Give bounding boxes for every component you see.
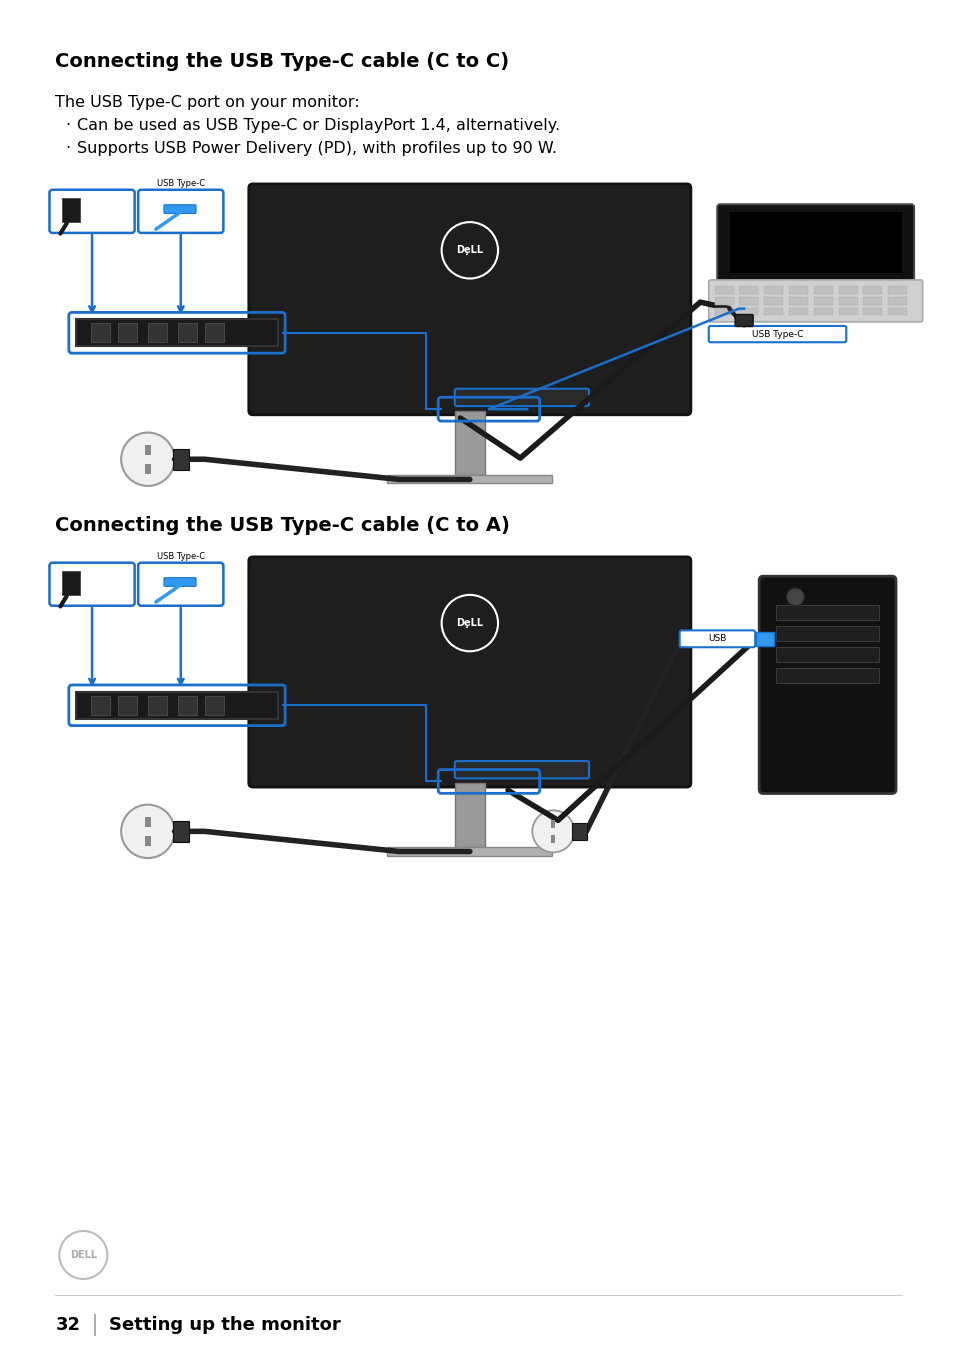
Bar	[813, 297, 832, 305]
Bar	[91, 696, 110, 715]
Bar	[714, 287, 733, 294]
Bar	[75, 692, 278, 719]
Bar	[776, 627, 879, 640]
Bar	[763, 287, 782, 294]
Bar	[887, 287, 906, 294]
Bar	[550, 835, 555, 844]
Bar	[117, 696, 136, 715]
Bar	[455, 783, 484, 848]
Text: DELL: DELL	[70, 1250, 97, 1261]
Bar	[887, 297, 906, 305]
Bar	[148, 324, 167, 343]
Text: The USB Type-C port on your monitor:: The USB Type-C port on your monitor:	[55, 95, 359, 110]
Bar	[776, 668, 879, 682]
Text: ·: ·	[65, 141, 71, 156]
Bar	[572, 823, 586, 839]
Bar	[887, 307, 906, 315]
Text: Supports USB Power Delivery (PD), with profiles up to 90 W.: Supports USB Power Delivery (PD), with p…	[77, 141, 557, 156]
Circle shape	[785, 588, 803, 607]
Bar	[788, 307, 807, 315]
Bar	[838, 297, 857, 305]
FancyBboxPatch shape	[708, 280, 922, 322]
Bar	[145, 464, 151, 474]
Circle shape	[441, 222, 497, 279]
Bar	[788, 297, 807, 305]
Bar	[756, 632, 774, 646]
Bar	[862, 287, 882, 294]
Text: Can be used as USB Type-C or DisplayPort 1.4, alternatively.: Can be used as USB Type-C or DisplayPort…	[77, 118, 559, 133]
Bar	[729, 211, 901, 274]
Text: DȩLL: DȩLL	[456, 617, 483, 628]
FancyBboxPatch shape	[164, 204, 195, 214]
Circle shape	[532, 811, 574, 853]
Bar	[172, 821, 189, 842]
FancyBboxPatch shape	[164, 578, 195, 586]
Bar	[739, 297, 758, 305]
Text: USB: USB	[707, 634, 726, 643]
Bar	[205, 696, 224, 715]
Circle shape	[121, 432, 174, 486]
FancyBboxPatch shape	[50, 563, 134, 605]
Text: Connecting the USB Type-C cable (C to A): Connecting the USB Type-C cable (C to A)	[55, 516, 510, 535]
Bar	[148, 696, 167, 715]
Bar	[387, 848, 552, 856]
Text: ·: ·	[65, 118, 71, 133]
FancyBboxPatch shape	[708, 326, 845, 343]
Text: USB Type-C: USB Type-C	[751, 329, 802, 338]
Text: USB Type-C: USB Type-C	[156, 179, 205, 188]
Bar	[862, 307, 882, 315]
FancyBboxPatch shape	[50, 190, 134, 233]
Bar	[550, 821, 555, 829]
Bar	[178, 324, 197, 343]
Bar	[145, 835, 151, 846]
Bar	[62, 198, 80, 222]
Bar	[145, 445, 151, 455]
FancyBboxPatch shape	[455, 389, 588, 406]
FancyBboxPatch shape	[455, 761, 588, 779]
Bar	[776, 647, 879, 662]
FancyBboxPatch shape	[138, 190, 223, 233]
Bar	[763, 297, 782, 305]
FancyBboxPatch shape	[138, 563, 223, 605]
Bar	[178, 696, 197, 715]
FancyBboxPatch shape	[249, 184, 690, 414]
Bar	[91, 324, 110, 343]
Bar	[62, 571, 80, 596]
Bar	[862, 297, 882, 305]
Bar	[455, 410, 484, 475]
Circle shape	[441, 594, 497, 651]
Bar	[813, 307, 832, 315]
Circle shape	[59, 1231, 108, 1280]
Bar	[788, 287, 807, 294]
FancyBboxPatch shape	[249, 556, 690, 787]
Bar	[838, 307, 857, 315]
Text: Connecting the USB Type-C cable (C to C): Connecting the USB Type-C cable (C to C)	[55, 51, 509, 70]
FancyBboxPatch shape	[735, 314, 752, 326]
FancyBboxPatch shape	[759, 577, 895, 793]
Bar	[739, 307, 758, 315]
Text: Setting up the monitor: Setting up the monitor	[110, 1316, 341, 1334]
Bar	[813, 287, 832, 294]
Bar	[714, 307, 733, 315]
FancyBboxPatch shape	[717, 204, 913, 284]
Bar	[838, 287, 857, 294]
Bar	[75, 320, 278, 347]
Bar	[387, 475, 552, 483]
Bar	[205, 324, 224, 343]
Bar	[172, 448, 189, 470]
Bar	[117, 324, 136, 343]
Bar	[714, 297, 733, 305]
Bar	[739, 287, 758, 294]
FancyBboxPatch shape	[679, 631, 755, 647]
Text: USB Type-C: USB Type-C	[156, 551, 205, 561]
Bar	[145, 818, 151, 827]
Circle shape	[121, 804, 174, 858]
Text: 32: 32	[55, 1316, 80, 1334]
Bar	[776, 605, 879, 620]
Text: DȩLL: DȩLL	[456, 245, 483, 256]
Bar	[763, 307, 782, 315]
